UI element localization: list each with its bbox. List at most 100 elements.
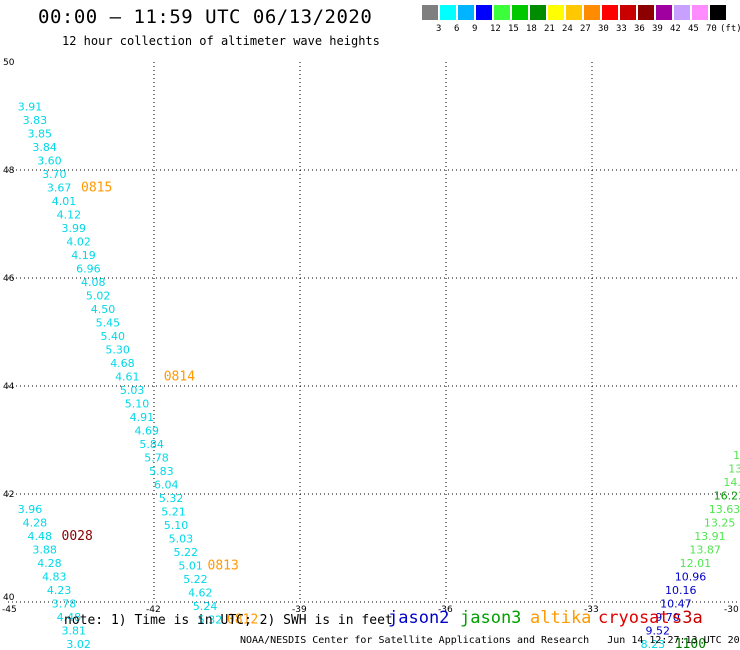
- satellite-name-cryosat: cryosat: [598, 608, 670, 628]
- swh-value: 5.22: [183, 573, 208, 586]
- swh-value: 5.32: [159, 492, 184, 505]
- swh-observations: 3.913.833.853.843.603.703.674.014.123.99…: [18, 101, 740, 650]
- swh-value: 3.67: [47, 182, 72, 195]
- latitude-tick-label: 40: [3, 593, 15, 603]
- satellite-name-altika: altika: [530, 608, 592, 628]
- swh-value: 3.78: [52, 597, 77, 610]
- latitude-tick-label: 48: [3, 166, 15, 176]
- swh-value: 3.02: [66, 638, 91, 650]
- swh-value: 6.96: [76, 263, 101, 276]
- longitude-tick-label: -36: [438, 605, 453, 615]
- satellite-name-s3a: s3a: [672, 608, 703, 628]
- color-scale-label: 39: [652, 24, 663, 34]
- swh-value: 13.63: [709, 503, 740, 516]
- swh-value: 5.24: [193, 600, 218, 613]
- color-swatch: [422, 5, 438, 20]
- swh-value: 5.02: [86, 290, 111, 303]
- swh-value: 16.23: [714, 489, 740, 502]
- swh-value: 4.61: [115, 371, 140, 384]
- swh-value: 5.30: [105, 344, 130, 357]
- swh-value: 12.01: [680, 557, 712, 570]
- swh-value: 10.16: [665, 584, 697, 597]
- swh-value: 5.45: [96, 317, 121, 330]
- latitude-tick-label: 44: [3, 382, 15, 392]
- color-scale-label: 45: [688, 24, 699, 34]
- color-scale-label: 12: [490, 24, 501, 34]
- swh-value: 3.85: [27, 128, 52, 141]
- swh-value: 3.83: [23, 114, 47, 127]
- color-scale-label: 27: [580, 24, 591, 34]
- swh-value: 4.69: [135, 425, 160, 438]
- color-swatch: [692, 5, 708, 20]
- chart-subtitle: 12 hour collection of altimeter wave hei…: [62, 34, 380, 48]
- latitude-tick-label: 46: [3, 274, 15, 284]
- pass-time-label: 0813: [208, 559, 239, 574]
- satellite-name-jason2: jason2: [388, 608, 450, 628]
- swh-value: 14.96: [723, 476, 740, 489]
- color-swatch: [674, 5, 690, 20]
- color-scale-label: 24: [562, 24, 573, 34]
- pass-time-label: 0814: [164, 370, 195, 385]
- swh-value: 9.52: [646, 624, 671, 637]
- swh-value: 5.03: [169, 533, 194, 546]
- swh-value: 3.70: [42, 168, 67, 181]
- longitude-tick-label: -30: [724, 605, 739, 615]
- swh-value: 4.62: [188, 587, 213, 600]
- swh-value: 5.84: [139, 438, 164, 451]
- latitude-tick-label: 42: [3, 490, 14, 500]
- pass-time-label: 0028: [62, 529, 93, 544]
- pass-time-labels: 0815081408130812002800271100: [62, 181, 707, 650]
- color-scale-label: 70: [706, 24, 717, 34]
- color-scale-label: 3: [436, 24, 442, 34]
- axis-labels: -45 -42 -39 -36 -33 -30 40 42 44 46 48 50: [2, 58, 739, 615]
- swh-value: 4.02: [66, 236, 91, 249]
- color-swatch: [494, 5, 510, 20]
- lat-lon-grid: [8, 62, 738, 603]
- color-scale-label: 33: [616, 24, 627, 34]
- swh-value: 5.32: [198, 614, 223, 627]
- swh-value: 13.: [728, 462, 740, 475]
- swh-value: 5.21: [161, 506, 186, 519]
- longitude-tick-label: -33: [584, 605, 599, 615]
- color-swatch: [602, 5, 618, 20]
- swh-value: 4.48: [27, 530, 52, 543]
- color-swatch: [440, 5, 456, 20]
- swh-value: 3.60: [37, 155, 62, 168]
- color-scale-label: 6: [454, 24, 460, 34]
- color-scale-label: 21: [544, 24, 555, 34]
- map-background: [8, 62, 738, 602]
- longitude-tick-label: -45: [2, 605, 17, 615]
- color-swatch: [566, 5, 582, 20]
- chart-title: 00:00 – 11:59 UTC 06/13/2020: [38, 6, 373, 28]
- color-swatch: [656, 5, 672, 20]
- swh-value: 4.91: [130, 411, 155, 424]
- color-swatch: [458, 5, 474, 20]
- color-swatch: [476, 5, 492, 20]
- pass-time-label: 0812: [227, 613, 258, 628]
- swh-value: 3.84: [32, 141, 57, 154]
- color-scale-label: 30: [598, 24, 609, 34]
- swh-value: 3.81: [62, 624, 87, 637]
- color-swatch: [512, 5, 528, 20]
- swh-value: 3.91: [18, 101, 43, 114]
- swh-value: 4.12: [57, 209, 82, 222]
- color-swatch: [548, 5, 564, 20]
- swh-value: 3.88: [32, 543, 57, 556]
- color-swatch: [530, 5, 546, 20]
- swh-value: 9.70: [655, 611, 680, 624]
- color-swatch: [710, 5, 726, 20]
- swh-value: 10.47: [660, 597, 692, 610]
- longitude-tick-label: -42: [146, 605, 161, 615]
- color-scale-unit: (ft): [720, 24, 740, 34]
- pass-time-label: 0815: [81, 181, 112, 196]
- swh-value: 5.22: [173, 546, 198, 559]
- color-scale-label: 42: [670, 24, 681, 34]
- swh-value: 4.01: [52, 195, 77, 208]
- swh-value: 4.23: [47, 584, 72, 597]
- swh-value: 13.87: [689, 543, 721, 556]
- swh-value: 4.83: [42, 570, 67, 583]
- color-swatch: [638, 5, 654, 20]
- swh-value: 13.25: [704, 516, 736, 529]
- swh-value: 3.96: [18, 503, 43, 516]
- swh-value: 14: [733, 449, 740, 462]
